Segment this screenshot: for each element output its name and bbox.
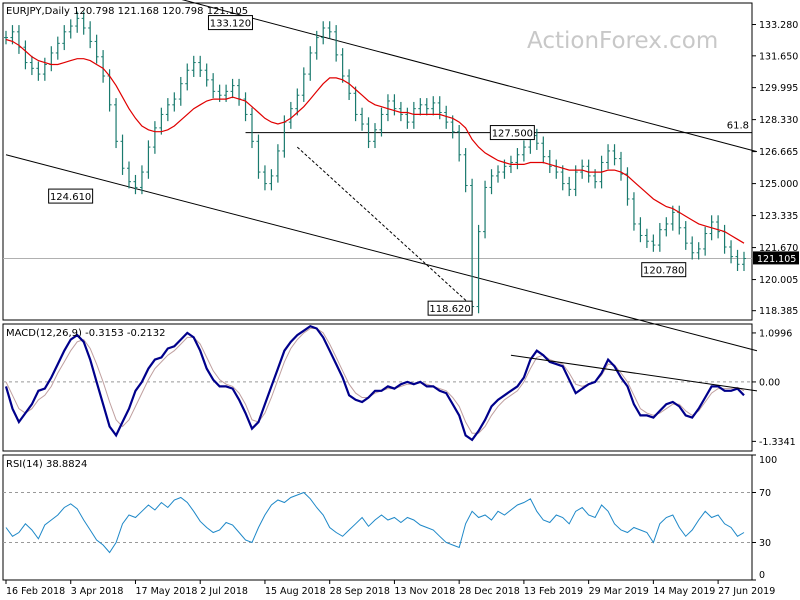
macd-signal-line — [5, 328, 745, 434]
y-tick-label: 131.650 — [759, 51, 798, 62]
y-tick-label: 133.280 — [759, 20, 798, 31]
fib-label: 61.8 — [727, 121, 749, 132]
x-tick-label: 2 Jul 2018 — [200, 586, 248, 597]
macd-panel-header: MACD(12,26,9) -0.3153 -0.2132 — [6, 328, 166, 339]
annotation-box — [489, 125, 535, 141]
x-tick-label: 13 Nov 2018 — [394, 586, 455, 597]
price-panel-header: EURJPY,Daily 120.798 121.168 120.798 121… — [6, 6, 248, 17]
watermark: ActionForex.com — [527, 28, 718, 54]
y-tick-label: 1.0996 — [759, 328, 792, 339]
annotation-label: 133.120 — [210, 19, 251, 30]
annotation-box — [427, 300, 473, 316]
y-tick-label: 0 — [759, 570, 765, 581]
channel-upper-line — [181, 0, 758, 153]
x-tick-label: 14 May 2019 — [653, 586, 715, 597]
y-tick-label: 120.005 — [759, 275, 798, 286]
y-tick-label: 100 — [759, 455, 777, 466]
annotation-box — [48, 188, 94, 204]
y-tick-label: 125.000 — [759, 179, 798, 190]
x-tick-label: 28 Sep 2018 — [330, 586, 390, 597]
channel-lower-line — [5, 154, 758, 352]
annotation-box — [641, 262, 687, 278]
x-tick-label: 16 Feb 2018 — [6, 586, 65, 597]
x-tick-label: 15 Aug 2018 — [265, 586, 326, 597]
y-tick-label: 70 — [759, 488, 771, 499]
annotation-label: 124.610 — [50, 192, 91, 203]
y-tick-label: 121.670 — [759, 243, 798, 254]
annotation-label: 127.500 — [492, 129, 533, 140]
annotation-label: 120.780 — [643, 266, 684, 277]
y-tick-label: 126.665 — [759, 147, 798, 158]
annotation-box — [207, 15, 253, 31]
panel-frame-0 — [2, 2, 753, 321]
y-tick-label: 30 — [759, 538, 771, 549]
rsi-panel-header: RSI(14) 38.8824 — [6, 459, 87, 470]
moving-average-line — [5, 38, 745, 244]
panel-frame-1 — [2, 323, 753, 452]
y-tick-label: 0.00 — [759, 377, 780, 388]
x-tick-label: 3 Apr 2018 — [71, 586, 124, 597]
dashed-projection-line — [296, 146, 473, 307]
rsi-line — [5, 491, 745, 554]
macd-line — [4, 324, 745, 442]
last-price-badge — [753, 251, 799, 265]
macd-trendline — [510, 354, 758, 392]
y-tick-label: -1.3341 — [759, 437, 796, 448]
y-tick-label: 128.330 — [759, 115, 798, 126]
x-tick-label: 13 Feb 2019 — [524, 586, 583, 597]
x-tick-label: 27 Jun 2019 — [718, 586, 775, 597]
x-tick-label: 17 May 2018 — [135, 586, 197, 597]
y-tick-label: 118.385 — [759, 306, 798, 317]
x-tick-label: 29 Mar 2019 — [589, 586, 649, 597]
annotation-label: 118.620 — [429, 304, 470, 315]
x-tick-label: 28 Dec 2018 — [459, 586, 520, 597]
last-price-label: 121.105 — [757, 254, 796, 265]
y-tick-label: 129.995 — [759, 83, 798, 94]
y-tick-label: 123.335 — [759, 211, 798, 222]
